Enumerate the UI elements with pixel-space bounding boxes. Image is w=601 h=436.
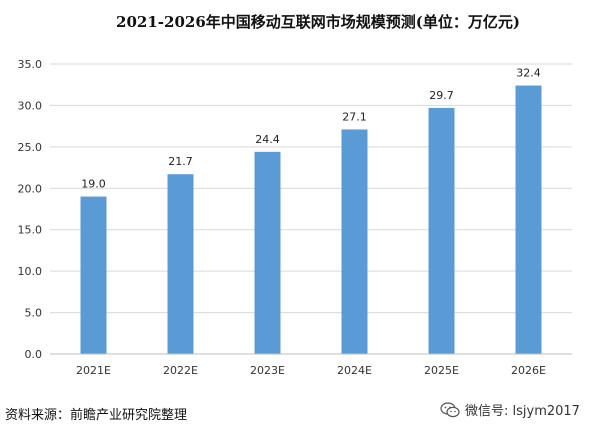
y-tick-label: 25.0 xyxy=(18,141,43,154)
y-tick-label: 35.0 xyxy=(18,58,43,71)
x-tick-label: 2025E xyxy=(424,364,459,377)
data-label: 21.7 xyxy=(168,155,193,168)
y-tick-label: 15.0 xyxy=(18,224,43,237)
bar-2023E xyxy=(254,151,281,354)
bar-2021E xyxy=(80,196,107,354)
bar-2025E xyxy=(428,107,455,355)
chart-title: 2021-2026年中国移动互联网市场规模预测(单位：万亿元) xyxy=(116,13,520,31)
bar-2026E xyxy=(515,85,542,355)
x-tick-label: 2024E xyxy=(337,364,372,377)
bars xyxy=(80,85,542,355)
bar-2024E xyxy=(341,129,368,354)
x-tick-label: 2023E xyxy=(250,364,285,377)
data-labels: 19.0 21.7 24.4 27.1 29.7 32.4 xyxy=(81,67,541,191)
bar-2022E xyxy=(167,174,194,354)
y-tick-label: 20.0 xyxy=(18,182,43,195)
data-label: 29.7 xyxy=(429,89,454,102)
y-tick-label: 30.0 xyxy=(18,99,43,112)
y-tick-label: 5.0 xyxy=(25,307,43,320)
wechat-id: 微信号: lsjym2017 xyxy=(440,400,580,419)
data-label: 19.0 xyxy=(81,178,106,191)
data-label: 32.4 xyxy=(516,67,541,80)
gridlines xyxy=(50,63,572,314)
x-tick-label: 2026E xyxy=(511,364,546,377)
y-axis-ticks: 0.0 5.0 10.0 15.0 20.0 25.0 30.0 35.0 xyxy=(18,58,43,361)
x-tick-label: 2022E xyxy=(163,364,198,377)
y-tick-label: 0.0 xyxy=(25,348,43,361)
wechat-text: 微信号: lsjym2017 xyxy=(465,404,580,419)
x-tick-label: 2021E xyxy=(76,364,111,377)
data-label: 24.4 xyxy=(255,133,280,146)
data-label: 27.1 xyxy=(342,110,367,123)
x-axis-ticks: 2021E 2022E 2023E 2024E 2025E 2026E xyxy=(76,364,546,377)
y-tick-label: 10.0 xyxy=(18,265,43,278)
wechat-icon xyxy=(440,401,460,417)
source-note: 资料来源：前瞻产业研究院整理 xyxy=(5,408,188,423)
